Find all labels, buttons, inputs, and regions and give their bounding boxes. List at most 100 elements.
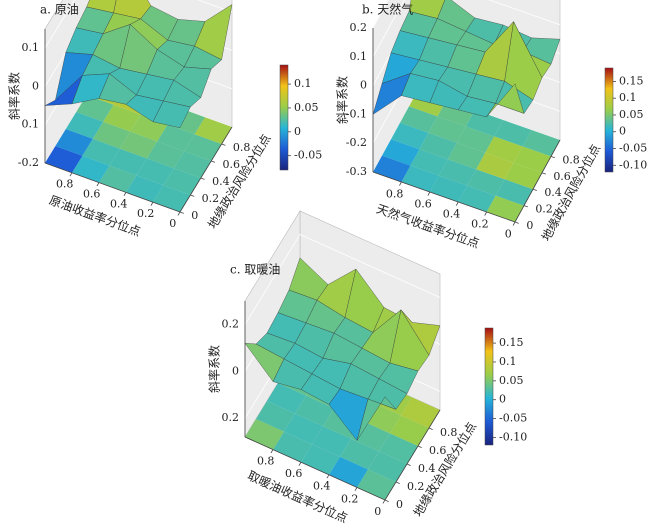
floor-cell — [401, 165, 439, 192]
y-tick — [514, 221, 519, 224]
x-tick-label: 0.4 — [313, 480, 331, 493]
z-tick-label: 0.2 — [222, 411, 240, 424]
floor-cell — [467, 169, 505, 196]
z-axis-label: 斜率系数 — [207, 345, 222, 393]
floor-cell — [109, 148, 147, 176]
x-tick — [484, 211, 487, 216]
y-axis — [384, 409, 441, 501]
y-tick-label: 0.4 — [544, 186, 562, 199]
x-tick-label: 0.2 — [137, 207, 155, 220]
surface-cell — [152, 100, 191, 128]
floor-cell — [312, 426, 351, 457]
x-tick — [512, 221, 516, 226]
colorbar-tick-label: 0.1 — [499, 355, 517, 368]
colorbar — [279, 64, 289, 171]
x-tick — [326, 474, 330, 479]
panel: 0.200.200.20.40.60.800.20.40.60.8取暖油收益率分… — [207, 209, 527, 526]
floor-cell — [401, 397, 440, 428]
floor-cell — [513, 146, 551, 173]
colorbar-tick-label: 0.1 — [294, 77, 312, 90]
y-tick — [532, 188, 537, 191]
colorbar-tick-label: 0 — [294, 125, 301, 138]
colorbar-tick-label: 0.1 — [619, 91, 637, 104]
floor-cell — [495, 179, 533, 206]
floor-cell — [103, 104, 141, 132]
floor-cell — [391, 122, 429, 150]
floor-cell — [329, 456, 368, 488]
z-tick-label: 0 — [360, 79, 367, 92]
y-tick-label: 0.6 — [222, 158, 240, 171]
floor-cell — [136, 158, 174, 186]
x-tick-label: 0.8 — [386, 187, 404, 200]
y-tick — [550, 156, 555, 159]
y-tick-label: 0.4 — [212, 175, 230, 188]
chart-title: c. 取暖油 — [230, 263, 280, 277]
y-axis — [514, 139, 561, 223]
z-tick-label: -0.2 — [18, 156, 39, 169]
floor-cell — [368, 451, 407, 482]
floor-cell — [245, 419, 284, 450]
grid-line — [372, 0, 389, 29]
floor-cell — [65, 112, 104, 139]
z-tick-label: 0 — [32, 79, 39, 92]
floor-cell — [447, 142, 486, 170]
x-tick-label: 0.8 — [56, 178, 74, 191]
y-tick — [417, 445, 422, 449]
y-axis — [179, 126, 233, 213]
floor-cell — [92, 121, 131, 149]
colorbar-tick-label: 0.05 — [499, 374, 524, 387]
x-tick-label: 0.4 — [110, 197, 128, 210]
floor-cell — [82, 138, 120, 166]
colorbar-tick-label: 0 — [619, 125, 626, 138]
floor-cell — [456, 126, 495, 153]
x-tick-label: 0 — [505, 227, 512, 240]
y-tick-label: 0.2 — [535, 203, 553, 216]
colorbar-tick-label: 0.05 — [294, 101, 319, 114]
x-tick — [298, 461, 302, 466]
x-tick — [455, 201, 459, 206]
x-axis — [244, 436, 386, 501]
x-tick-label: 0 — [169, 217, 176, 230]
floor-cell — [194, 117, 232, 144]
floor-cell — [390, 415, 429, 446]
surface-cell — [356, 396, 397, 441]
floor-cell — [373, 155, 411, 182]
colorbar-tick-label: -0.05 — [499, 412, 527, 425]
z-tick-label: 0.1 — [22, 41, 40, 54]
floor-cell — [486, 195, 524, 222]
z-tick-label: 0.1 — [350, 50, 368, 63]
y-tick-label: 0 — [191, 209, 198, 222]
colorbar-tick-label: 0.05 — [619, 108, 644, 121]
y-tick-label: 0.2 — [202, 192, 220, 205]
grid-line — [44, 0, 233, 49]
y-tick — [384, 499, 389, 503]
x-tick-label: 0.2 — [341, 492, 359, 505]
panel: 0.20.10-0.1-0.2-0.300.20.40.60.800.20.40… — [335, 0, 647, 251]
floor-cell — [410, 149, 448, 176]
floor-cell — [157, 124, 195, 152]
x-tick-label: 0 — [374, 505, 381, 518]
floor-cell — [340, 438, 379, 470]
floor-cell — [428, 116, 466, 143]
y-tick-label: 0.6 — [429, 444, 447, 457]
chart-title: b. 天然气 — [362, 2, 413, 17]
z-axis-label: 斜率系数 — [7, 72, 22, 120]
z-tick-label: 0.2 — [222, 317, 240, 330]
floor-cell — [382, 139, 420, 166]
floor-cell — [76, 95, 114, 122]
x-tick-label: 0.4 — [443, 207, 461, 220]
floor-cell — [173, 151, 212, 178]
colorbar — [484, 327, 494, 446]
floor-cell — [438, 159, 477, 186]
y-tick-label: 0.8 — [562, 153, 580, 166]
x-tick — [177, 211, 181, 216]
z-tick-label: 0 — [232, 364, 239, 377]
x-tick — [69, 172, 73, 177]
x-tick — [427, 191, 431, 196]
floor-cell — [295, 395, 334, 427]
y-tick-label: 0 — [526, 219, 533, 232]
y-tick — [200, 177, 205, 180]
x-tick-label: 0.8 — [257, 455, 275, 468]
colorbar-tick-label: -0.05 — [294, 149, 322, 162]
